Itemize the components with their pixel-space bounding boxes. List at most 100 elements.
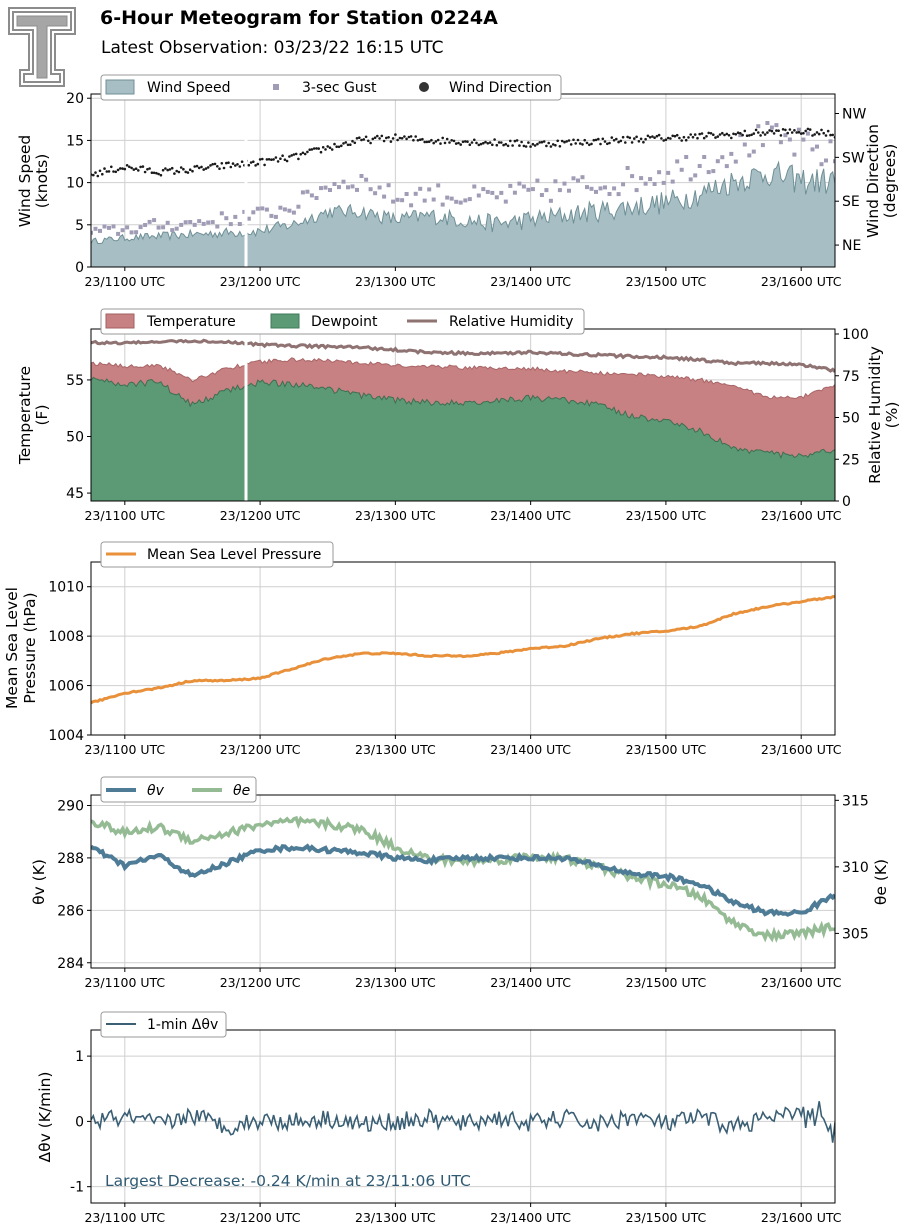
y2-tick-label: NE <box>842 238 861 254</box>
direction-marker <box>524 145 528 148</box>
legend-relative-humidity: Relative Humidity <box>449 314 573 330</box>
gust-marker <box>796 127 801 132</box>
direction-marker <box>606 142 609 146</box>
direction-marker <box>263 163 266 167</box>
gust-marker <box>427 187 432 192</box>
gust-marker <box>337 185 341 190</box>
direction-marker <box>515 139 519 142</box>
direction-marker <box>249 161 253 164</box>
gust-marker <box>224 216 229 221</box>
gust-marker <box>801 137 806 142</box>
direction-marker <box>179 166 183 169</box>
latest-observation: Latest Observation: 03/23/22 16:15 UTC <box>101 38 443 58</box>
direction-marker <box>414 135 418 138</box>
direction-marker <box>211 163 214 166</box>
direction-marker <box>626 135 629 139</box>
direction-marker <box>161 168 165 172</box>
x-tick-label: 23/1100 UTC <box>84 508 165 523</box>
direction-marker <box>272 158 275 161</box>
direction-marker <box>804 129 807 133</box>
direction-marker <box>588 143 591 147</box>
direction-marker <box>355 137 359 140</box>
direction-marker <box>511 144 514 147</box>
gust-marker <box>576 178 580 183</box>
direction-marker <box>319 150 323 154</box>
direction-marker <box>660 137 663 140</box>
direction-marker <box>107 170 111 173</box>
direction-marker <box>279 157 282 160</box>
y-tick-label: 45 <box>66 486 84 502</box>
gust-marker <box>309 193 314 198</box>
direction-marker <box>231 162 235 165</box>
direction-marker <box>788 128 792 131</box>
gust-marker <box>530 187 535 192</box>
direction-marker <box>705 135 708 138</box>
direction-marker <box>340 144 343 148</box>
gust-marker <box>747 153 752 158</box>
direction-marker <box>678 136 681 140</box>
direction-marker <box>380 134 384 138</box>
legend-theta-v: θv <box>147 783 165 799</box>
gust-marker <box>679 167 684 172</box>
y-tick-label: 0 <box>75 1114 84 1130</box>
direction-marker <box>168 168 172 171</box>
gust-marker <box>192 222 197 227</box>
direction-marker <box>200 165 203 169</box>
direction-marker <box>452 139 456 143</box>
direction-marker <box>556 139 559 143</box>
gust-marker <box>819 162 824 167</box>
gust-marker <box>675 159 680 164</box>
legend-gust-swatch <box>273 84 279 90</box>
direction-marker <box>459 143 463 146</box>
gust-marker <box>580 175 585 180</box>
direction-marker <box>457 141 460 145</box>
direction-marker <box>432 141 436 145</box>
gust-marker <box>621 182 626 187</box>
direction-marker <box>227 161 230 164</box>
gust-marker <box>512 190 517 195</box>
gust-marker <box>278 205 283 210</box>
direction-marker <box>691 135 695 139</box>
direction-marker <box>558 145 562 148</box>
gust-marker <box>152 218 157 223</box>
x-tick-label: 23/1300 UTC <box>355 508 436 523</box>
direction-marker <box>362 138 366 141</box>
pressure-line <box>91 595 835 705</box>
gust-marker <box>282 207 287 212</box>
x-tick-label: 23/1200 UTC <box>220 975 301 990</box>
direction-marker <box>520 140 523 144</box>
direction-marker <box>797 131 801 134</box>
direction-marker <box>473 138 476 142</box>
y-tick-label: 0 <box>75 260 84 276</box>
gust-marker <box>174 226 179 231</box>
direction-marker <box>707 131 710 135</box>
direction-marker <box>709 132 713 135</box>
x-tick-label: 23/1600 UTC <box>761 508 842 523</box>
gust-marker <box>183 220 188 225</box>
direction-marker <box>610 136 614 139</box>
gust-marker <box>98 228 102 233</box>
direction-marker <box>630 141 634 144</box>
direction-marker <box>621 135 625 139</box>
x-tick-label: 23/1400 UTC <box>490 1210 571 1225</box>
direction-marker <box>281 154 284 157</box>
direction-marker <box>763 133 767 136</box>
gust-marker <box>147 219 152 224</box>
gust-marker <box>242 209 247 214</box>
gust-marker <box>404 192 409 196</box>
direction-marker <box>772 132 776 135</box>
x-tick-label: 23/1100 UTC <box>84 274 165 289</box>
direction-marker <box>308 148 312 151</box>
direction-marker <box>234 164 237 167</box>
gust-marker <box>634 188 639 193</box>
direction-marker <box>143 170 147 174</box>
gust-marker <box>319 186 323 191</box>
gust-marker <box>535 178 540 183</box>
direction-marker <box>434 140 438 143</box>
gust-marker <box>526 187 531 192</box>
y-tick-label: -1 <box>70 1180 84 1196</box>
direction-marker <box>666 136 670 140</box>
wind-direction-axis: NE SE SW NW <box>835 106 866 254</box>
y-tick-label: 284 <box>57 956 84 972</box>
gust-marker <box>711 169 716 174</box>
